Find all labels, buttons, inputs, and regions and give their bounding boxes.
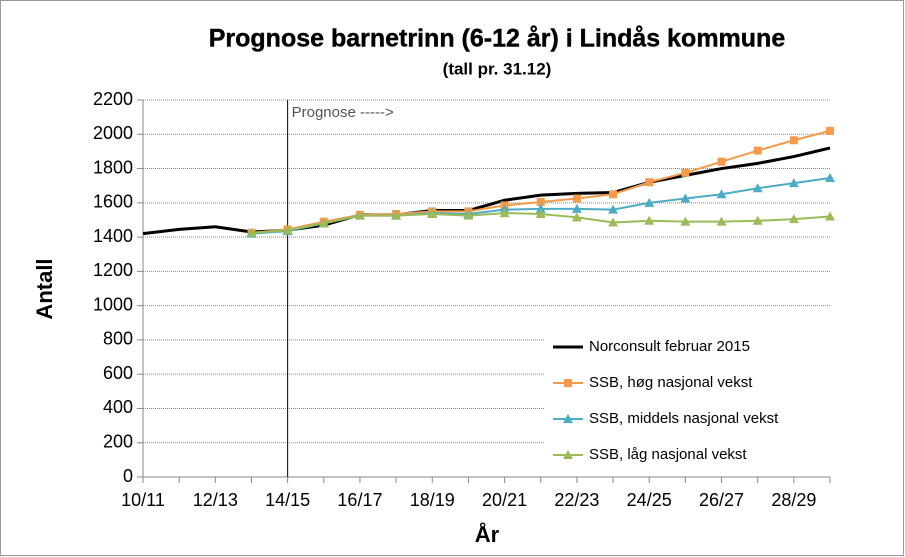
x-axis-label: År [475,521,500,547]
point [644,197,655,207]
y-tick-label: 400 [103,397,133,417]
y-tick-label: 1000 [93,294,133,314]
legend-label: SSB, låg nasjonal vekst [589,446,747,463]
point [354,210,365,220]
point [571,203,582,213]
y-tick-label: 1200 [93,260,133,280]
point [535,203,546,213]
point [571,212,582,222]
point [825,172,835,182]
y-tick-label: 1400 [93,226,133,246]
y-tick-label: 600 [103,363,133,383]
y-tick-label: 800 [103,329,133,349]
point [427,208,438,218]
point [717,157,726,166]
legend-label: Norconsult februar 2015 [589,338,750,355]
x-tick-label: 24/25 [627,490,672,510]
y-tick-label: 2200 [93,89,133,109]
point [282,225,293,235]
point [564,379,572,387]
x-tick-label: 28/29 [771,490,816,510]
x-tick-label: 14/15 [265,490,310,510]
legend-label: SSB, høg nasjonal vekst [589,374,753,391]
point [572,194,581,203]
y-tick-label: 200 [103,431,133,451]
y-tick-label: 1600 [93,192,133,212]
annotation: Prognose -----> [292,104,394,121]
point [535,208,546,218]
point [826,126,834,135]
chart-title: Prognose barnetrinn (6-12 år) i Lindås k… [209,25,786,53]
point [563,414,573,423]
y-tick-label: 1800 [93,157,133,177]
point [825,211,835,221]
y-tick-label: 2000 [93,123,133,143]
point [318,218,329,228]
point [752,183,763,193]
chart-subtitle: (tall pr. 31.12) [443,59,552,78]
point [716,189,727,199]
point [788,214,799,224]
x-tick-label: 18/19 [410,490,455,510]
point [645,178,654,187]
x-tick-label: 10/11 [121,490,165,510]
point [563,450,573,459]
point [681,168,690,177]
point [788,178,799,188]
point [536,197,545,206]
point [644,215,655,225]
point [608,217,619,227]
point [680,216,691,226]
point [463,210,474,220]
point [608,204,619,214]
point [609,190,618,199]
x-tick-label: 20/21 [482,490,527,510]
legend-box [545,329,830,473]
x-tick-label: 12/13 [193,490,238,510]
point [246,227,257,237]
point [789,136,798,145]
legend-label: SSB, middels nasjonal vekst [589,410,779,427]
y-axis-label: Antall [32,258,57,319]
point [752,215,763,225]
x-tick-label: 26/27 [699,490,744,510]
point [499,208,510,218]
point [680,193,691,203]
x-tick-label: 22/23 [554,490,599,510]
point [753,146,762,155]
y-tick-label: 0 [123,466,133,486]
point [391,210,402,220]
x-tick-label: 16/17 [337,490,382,510]
point [716,216,727,226]
